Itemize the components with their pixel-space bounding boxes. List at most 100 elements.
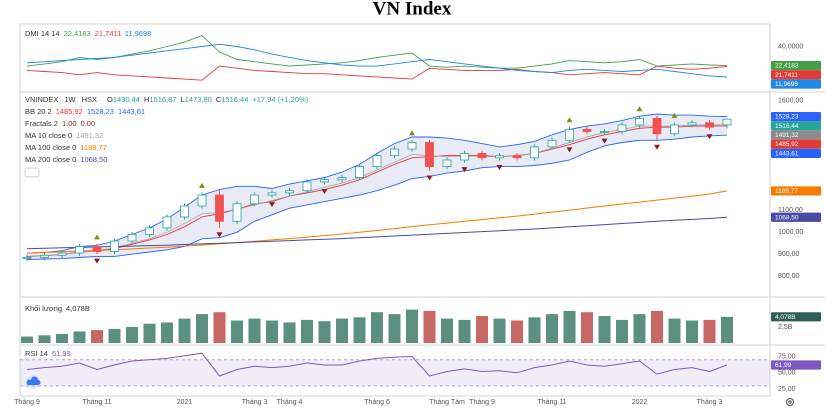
volume-bar bbox=[546, 314, 558, 343]
volume-bar bbox=[336, 318, 348, 343]
cloud-icon[interactable] bbox=[26, 375, 41, 389]
legend-item: 4,078B bbox=[66, 304, 90, 313]
price-badge-label: 4,078B bbox=[775, 314, 796, 321]
frame bbox=[19, 23, 825, 397]
candle-body bbox=[565, 128, 574, 141]
candle-body bbox=[215, 194, 224, 222]
volume-bar bbox=[371, 312, 383, 343]
candle-body bbox=[320, 179, 329, 183]
candle-body bbox=[617, 124, 627, 132]
volume-bar bbox=[511, 320, 523, 343]
volume-bar bbox=[21, 336, 33, 343]
price-badge bbox=[771, 61, 821, 71]
candle-body bbox=[407, 142, 417, 150]
collapse-button bbox=[24, 167, 40, 178]
volume-bar bbox=[476, 316, 488, 343]
legend-item: 1473,80 bbox=[185, 95, 212, 104]
legend-item: +17,94 (+1,20%) bbox=[252, 95, 308, 104]
volume-bar bbox=[38, 335, 51, 343]
volume-bar bbox=[686, 320, 698, 343]
legend-item: RSI 14 bbox=[25, 349, 48, 358]
volume-bar bbox=[616, 319, 628, 343]
volume-bar bbox=[458, 319, 471, 343]
volume-bar bbox=[73, 331, 86, 343]
candle-body bbox=[267, 192, 277, 196]
candle-body bbox=[477, 153, 487, 159]
candle-body bbox=[687, 122, 697, 126]
fractal-down bbox=[601, 138, 608, 144]
candle-body bbox=[40, 254, 49, 258]
legend-item: Khối lượng bbox=[25, 304, 62, 313]
volume-bar bbox=[668, 318, 681, 343]
volume-bar bbox=[406, 309, 418, 343]
indicator-line bbox=[26, 65, 728, 81]
volume-bar bbox=[423, 310, 436, 343]
fractal-up bbox=[671, 112, 678, 118]
candle-body bbox=[337, 177, 347, 181]
moving-average bbox=[26, 190, 728, 254]
x-tick-label: 2021 bbox=[177, 399, 193, 406]
fractal-down bbox=[216, 232, 223, 238]
candle-body bbox=[285, 190, 294, 194]
legend-row: DMI 14 14 22,4183 21,7411 11,9698 bbox=[25, 29, 151, 38]
legend-item: 1491,32 bbox=[76, 131, 103, 140]
legend-item: BB 20 2 bbox=[25, 107, 52, 116]
price-badge-label: 21,7411 bbox=[775, 72, 798, 79]
legend-row: Khối lượng 4,078B bbox=[25, 304, 90, 313]
y-tick-label: 1100,00 bbox=[778, 207, 803, 214]
legend-item: 1W bbox=[64, 95, 76, 104]
legend-item: 21,7411 bbox=[95, 29, 121, 38]
price-badge bbox=[771, 112, 821, 122]
candle-body bbox=[425, 142, 434, 167]
legend-row: VNINDEX 1W HSX O1490,44 H1516,87 L1473,80 C151… bbox=[25, 95, 309, 104]
candle-body bbox=[232, 203, 242, 222]
price-badge bbox=[771, 70, 821, 80]
price-badge bbox=[771, 139, 821, 149]
candle-body bbox=[145, 227, 154, 235]
fractal-up bbox=[94, 234, 100, 240]
legend-row: MA 200 close 0 1068,50 bbox=[25, 155, 107, 164]
volume-bar bbox=[633, 314, 646, 343]
fractal-down bbox=[566, 147, 573, 153]
candle-body bbox=[652, 118, 662, 135]
candle-body bbox=[75, 246, 84, 254]
fractal-down bbox=[706, 134, 713, 140]
price-badge-label: 1188,77 bbox=[775, 188, 798, 195]
candle-body bbox=[57, 252, 67, 256]
volume-bar bbox=[441, 318, 453, 343]
legend-item: 0.00 bbox=[81, 119, 96, 128]
volume-bar bbox=[581, 312, 593, 343]
price-badge bbox=[771, 79, 821, 89]
legend-item: 1443,61 bbox=[118, 107, 145, 116]
y-tick-label: 1600,00 bbox=[778, 98, 803, 105]
legend-item: MA 200 close 0 bbox=[25, 155, 76, 164]
volume-bar bbox=[721, 316, 733, 343]
price-badge bbox=[771, 312, 821, 322]
legend-item: DMI 14 14 bbox=[25, 29, 60, 38]
candle-body bbox=[495, 155, 504, 159]
volume-bar bbox=[528, 317, 541, 343]
x-tick-label: Tháng 9 bbox=[469, 399, 495, 406]
bollinger-fill bbox=[27, 114, 727, 260]
indicator-line bbox=[26, 35, 728, 69]
x-tick-label: Tháng 4 bbox=[277, 399, 303, 406]
settings-icon[interactable] bbox=[786, 398, 794, 406]
candle-body bbox=[390, 148, 399, 157]
legend-item: 11,9698 bbox=[125, 29, 152, 38]
y-tick-label: 2,5B bbox=[778, 324, 793, 331]
legend-row: MA 10 close 0 1491,32 bbox=[25, 131, 103, 140]
candle-body bbox=[302, 181, 312, 192]
y-tick-label: 900,00 bbox=[778, 251, 800, 258]
legend-item: O bbox=[107, 95, 113, 104]
price-badge-label: 1516,44 bbox=[775, 123, 799, 130]
price-badge-label: 1528,23 bbox=[775, 114, 799, 121]
page-title: VN Index bbox=[373, 0, 452, 19]
candle-body bbox=[355, 166, 364, 178]
candle-body bbox=[670, 124, 679, 135]
price-badge-label: 22,4183 bbox=[775, 63, 799, 70]
volume-bar bbox=[178, 318, 191, 343]
indicator-line bbox=[26, 352, 728, 377]
moving-average bbox=[26, 216, 728, 250]
legend-item: MA 100 close 0 bbox=[25, 143, 76, 152]
